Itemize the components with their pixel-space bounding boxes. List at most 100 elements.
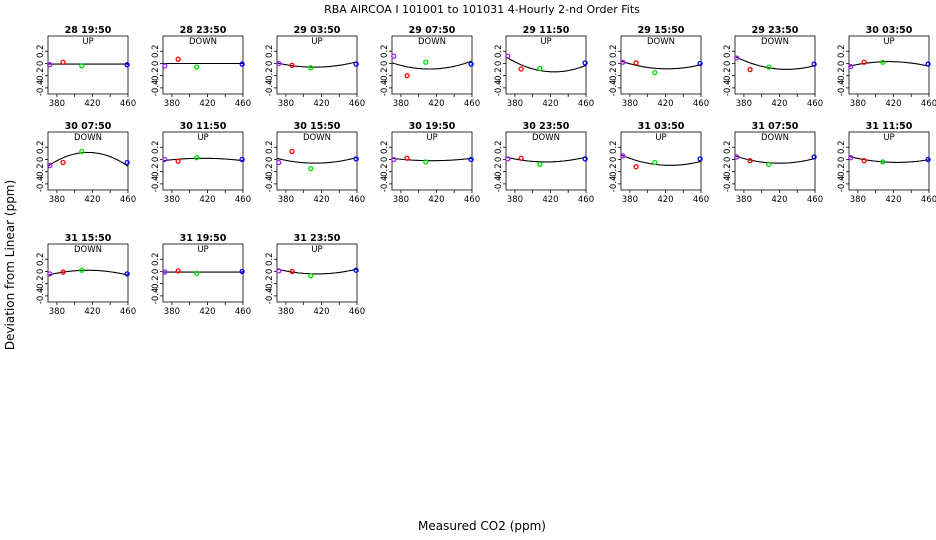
data-point <box>404 155 410 161</box>
data-point <box>468 156 474 163</box>
data-point <box>162 156 168 163</box>
fit-curve <box>620 154 702 166</box>
y-tick-label: -0.2 <box>265 67 275 84</box>
fit-curve <box>391 157 473 162</box>
y-tick-label: -0.4 <box>609 80 619 97</box>
data-point <box>47 271 53 277</box>
y-tick-label: 0 <box>837 157 847 162</box>
panel-direction: UP <box>197 245 208 255</box>
x-tick-label: 380 <box>736 99 752 109</box>
x-tick-label: 460 <box>349 307 365 317</box>
y-tick-label: -0.4 <box>151 288 161 305</box>
panel-direction: UP <box>883 37 894 47</box>
panel-title: 30 19:50 <box>409 121 456 132</box>
y-tick-label: -0.4 <box>723 80 733 97</box>
data-point <box>652 159 658 166</box>
x-tick-label: 380 <box>164 195 180 205</box>
data-point <box>880 59 886 65</box>
panel-direction: UP <box>197 133 208 143</box>
y-tick-label: -0.2 <box>380 67 390 84</box>
data-point <box>697 156 703 162</box>
data-point <box>47 162 53 169</box>
data-point <box>468 61 474 67</box>
x-tick-label: 420 <box>771 99 787 109</box>
x-tick-label: 380 <box>393 99 409 109</box>
panel-direction: UP <box>82 37 93 47</box>
y-tick-label: -0.4 <box>494 80 504 97</box>
y-tick-label: 0 <box>609 61 619 66</box>
panel-frame <box>734 35 816 95</box>
y-tick-label: 0 <box>265 157 275 162</box>
fit-curve <box>620 60 702 70</box>
panel-title: 30 07:50 <box>65 121 112 132</box>
x-tick-label: 380 <box>278 307 294 317</box>
x-tick-label: 420 <box>199 99 215 109</box>
data-point <box>308 273 314 279</box>
y-tick-label: -0.2 <box>609 67 619 84</box>
x-tick-label: 380 <box>850 195 866 205</box>
data-point <box>620 59 626 65</box>
panel-direction: UP <box>426 133 437 143</box>
y-tick-label: 0.2 <box>494 44 504 58</box>
panel-title: 29 15:50 <box>638 25 685 36</box>
y-tick-label: -0.2 <box>151 275 161 292</box>
data-point <box>353 267 359 273</box>
y-tick-label: -0.2 <box>723 163 733 180</box>
y-tick-label: 0.2 <box>151 252 161 266</box>
data-point <box>391 156 397 163</box>
panel-direction: UP <box>655 133 666 143</box>
x-tick-label: 460 <box>120 307 136 317</box>
data-point <box>925 156 931 163</box>
x-tick-label: 460 <box>235 307 251 317</box>
panel-direction: DOWN <box>761 133 789 143</box>
y-tick-label: -0.4 <box>151 176 161 193</box>
x-tick-label: 460 <box>235 99 251 109</box>
y-tick-label: -0.2 <box>36 163 46 180</box>
data-point <box>276 268 282 274</box>
data-point <box>848 63 854 70</box>
y-tick-label: 0 <box>494 157 504 162</box>
data-point <box>194 270 200 276</box>
x-tick-label: 420 <box>199 195 215 205</box>
data-point <box>811 154 817 160</box>
data-point <box>423 59 429 65</box>
x-tick-label: 460 <box>349 99 365 109</box>
y-tick-label: -0.4 <box>36 176 46 193</box>
y-tick-label: 0.2 <box>723 140 733 154</box>
panel-title: 31 15:50 <box>65 233 112 244</box>
y-tick-label: 0.2 <box>36 140 46 154</box>
x-tick-label: 380 <box>278 99 294 109</box>
x-tick-label: 420 <box>542 99 558 109</box>
y-tick-label: 0.2 <box>380 140 390 154</box>
x-tick-label: 380 <box>49 195 65 205</box>
y-tick-label: -0.2 <box>151 163 161 180</box>
y-tick-label: -0.4 <box>380 80 390 97</box>
x-tick-label: 420 <box>657 195 673 205</box>
x-tick-label: 380 <box>49 307 65 317</box>
data-point <box>697 60 703 67</box>
panel-direction: UP <box>883 133 894 143</box>
data-point <box>423 159 429 165</box>
y-tick-label: -0.2 <box>837 67 847 84</box>
fit-curve <box>734 55 816 70</box>
data-point <box>582 156 588 162</box>
y-tick-label: -0.2 <box>609 163 619 180</box>
x-tick-label: 460 <box>120 99 136 109</box>
x-tick-label: 460 <box>693 99 709 109</box>
x-tick-label: 420 <box>84 195 100 205</box>
fit-curve <box>276 268 358 275</box>
y-tick-label: 0 <box>151 157 161 162</box>
y-tick-label: 0.2 <box>837 140 847 154</box>
y-tick-label: 0.2 <box>609 44 619 58</box>
data-point <box>652 69 658 76</box>
x-tick-label: 420 <box>657 99 673 109</box>
panel-direction: DOWN <box>303 133 331 143</box>
fit-curve <box>505 56 587 73</box>
